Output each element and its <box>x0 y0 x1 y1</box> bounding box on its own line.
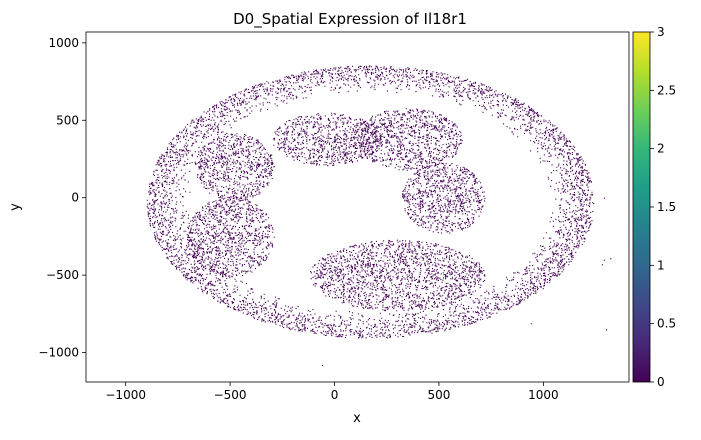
colorbar-tick-label: 2 <box>657 142 665 156</box>
x-tick-label: 1000 <box>528 388 559 402</box>
y-tick-label: 500 <box>56 113 79 127</box>
y-tick-label: −500 <box>46 268 79 282</box>
colorbar-tick-label: 0 <box>657 375 665 389</box>
colorbar-tick-label: 2.5 <box>657 83 676 97</box>
plot-frame <box>85 31 630 383</box>
y-axis: −1000 −500 0 500 1000 <box>38 36 86 360</box>
colorbar-tick-label: 1 <box>657 258 665 272</box>
x-axis-label: x <box>353 411 361 426</box>
colorbar-ticks: 0 0.5 1 1.5 2 2.5 3 <box>650 25 676 389</box>
plot-area <box>85 31 630 383</box>
x-tick-label: 500 <box>427 388 450 402</box>
x-tick-label: −1000 <box>105 388 146 402</box>
x-axis: −1000 −500 0 500 1000 <box>105 382 559 402</box>
y-tick-label: −1000 <box>38 346 79 360</box>
x-tick-label: 0 <box>331 388 339 402</box>
y-tick-label: 0 <box>71 191 79 205</box>
y-tick-label: 1000 <box>48 36 79 50</box>
x-tick-label: −500 <box>214 388 247 402</box>
colorbar-tick-label: 3 <box>657 25 665 39</box>
chart-title: D0_Spatial Expression of Il18r1 <box>233 10 467 29</box>
colorbar <box>632 31 651 383</box>
colorbar-tick-label: 1.5 <box>657 200 676 214</box>
y-axis-label: y <box>8 203 23 211</box>
colorbar-tick-label: 0.5 <box>657 317 676 331</box>
